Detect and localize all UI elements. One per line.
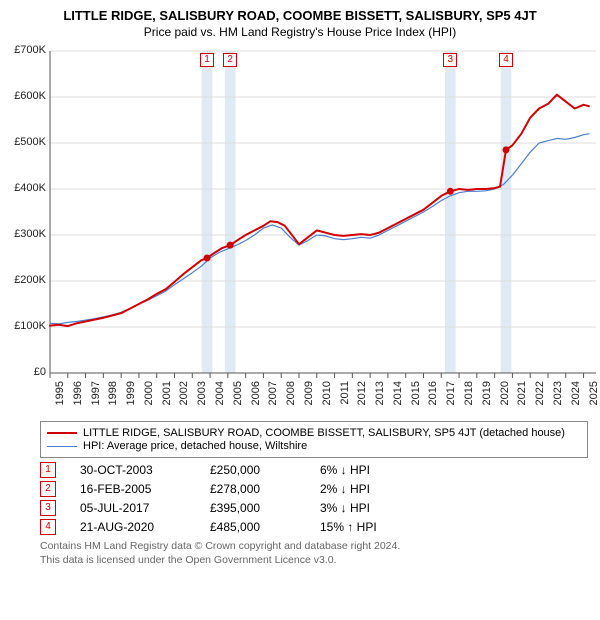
y-tick-label: £200K <box>0 274 46 286</box>
sales-date: 05-JUL-2017 <box>80 501 210 515</box>
sales-delta: 15% ↑ HPI <box>320 520 430 534</box>
x-tick-label: 2012 <box>356 381 368 421</box>
sales-table: 1 30-OCT-2003£250,0006% ↓ HPI 2 16-FEB-2005… <box>40 462 600 535</box>
sales-marker: 2 <box>40 481 56 497</box>
sales-row: 1 30-OCT-2003£250,0006% ↓ HPI <box>40 462 600 478</box>
y-tick-label: £700K <box>0 44 46 56</box>
x-tick-label: 2018 <box>463 381 475 421</box>
legend-item: HPI: Average price, detached house, Wilt… <box>47 440 581 452</box>
x-tick-label: 2023 <box>552 381 564 421</box>
sales-row: 3 05-JUL-2017£395,0003% ↓ HPI <box>40 500 600 516</box>
sales-row: 4 21-AUG-2020£485,00015% ↑ HPI <box>40 519 600 535</box>
x-tick-label: 2016 <box>427 381 439 421</box>
sales-row: 2 16-FEB-2005£278,0002% ↓ HPI <box>40 481 600 497</box>
x-tick-label: 2009 <box>303 381 315 421</box>
x-tick-label: 1996 <box>72 381 84 421</box>
x-tick-label: 1997 <box>90 381 102 421</box>
legend-label: LITTLE RIDGE, SALISBURY ROAD, COOMBE BIS… <box>83 427 565 439</box>
x-tick-label: 2017 <box>445 381 457 421</box>
sales-price: £395,000 <box>210 501 320 515</box>
page-title: LITTLE RIDGE, SALISBURY ROAD, COOMBE BIS… <box>0 8 600 23</box>
x-tick-label: 2019 <box>481 381 493 421</box>
sales-date: 21-AUG-2020 <box>80 520 210 534</box>
sales-delta: 3% ↓ HPI <box>320 501 430 515</box>
legend-label: HPI: Average price, detached house, Wilt… <box>83 440 307 452</box>
x-tick-label: 2006 <box>250 381 262 421</box>
x-tick-label: 2002 <box>178 381 190 421</box>
x-tick-label: 2024 <box>570 381 582 421</box>
y-tick-label: £600K <box>0 90 46 102</box>
x-tick-label: 2001 <box>161 381 173 421</box>
x-tick-label: 2004 <box>214 381 226 421</box>
legend-swatch <box>47 432 77 434</box>
sales-marker: 4 <box>40 519 56 535</box>
sales-date: 30-OCT-2003 <box>80 463 210 477</box>
x-tick-label: 2011 <box>339 381 351 421</box>
x-tick-label: 2005 <box>232 381 244 421</box>
footer-attribution: Contains HM Land Registry data © Crown c… <box>40 539 600 567</box>
sales-date: 16-FEB-2005 <box>80 482 210 496</box>
x-tick-label: 2008 <box>285 381 297 421</box>
legend: LITTLE RIDGE, SALISBURY ROAD, COOMBE BIS… <box>40 421 588 458</box>
sales-price: £278,000 <box>210 482 320 496</box>
y-tick-label: £100K <box>0 320 46 332</box>
sales-price: £485,000 <box>210 520 320 534</box>
legend-item: LITTLE RIDGE, SALISBURY ROAD, COOMBE BIS… <box>47 427 581 439</box>
sales-delta: 6% ↓ HPI <box>320 463 430 477</box>
y-tick-label: £0 <box>0 366 46 378</box>
x-tick-label: 2007 <box>267 381 279 421</box>
x-tick-label: 2013 <box>374 381 386 421</box>
y-tick-label: £400K <box>0 182 46 194</box>
x-tick-label: 2025 <box>588 381 600 421</box>
chart-marker: 3 <box>443 53 457 67</box>
chart-marker: 2 <box>223 53 237 67</box>
sales-marker: 1 <box>40 462 56 478</box>
sales-delta: 2% ↓ HPI <box>320 482 430 496</box>
x-tick-label: 2022 <box>534 381 546 421</box>
x-tick-label: 1998 <box>107 381 119 421</box>
x-tick-label: 2003 <box>196 381 208 421</box>
sales-price: £250,000 <box>210 463 320 477</box>
x-tick-label: 1999 <box>125 381 137 421</box>
x-tick-label: 2020 <box>499 381 511 421</box>
x-tick-label: 2021 <box>516 381 528 421</box>
sales-marker: 3 <box>40 500 56 516</box>
chart-marker: 1 <box>200 53 214 67</box>
price-chart: £0£100K£200K£300K£400K£500K£600K£700K199… <box>0 45 600 415</box>
page-subtitle: Price paid vs. HM Land Registry's House … <box>0 25 600 39</box>
y-tick-label: £300K <box>0 228 46 240</box>
x-tick-label: 2000 <box>143 381 155 421</box>
x-tick-label: 2010 <box>321 381 333 421</box>
x-tick-label: 2014 <box>392 381 404 421</box>
x-tick-label: 1995 <box>54 381 66 421</box>
footer-line-2: This data is licensed under the Open Gov… <box>40 553 600 567</box>
chart-marker: 4 <box>499 53 513 67</box>
x-tick-label: 2015 <box>410 381 422 421</box>
legend-swatch <box>47 446 77 447</box>
footer-line-1: Contains HM Land Registry data © Crown c… <box>40 539 600 553</box>
y-tick-label: £500K <box>0 136 46 148</box>
